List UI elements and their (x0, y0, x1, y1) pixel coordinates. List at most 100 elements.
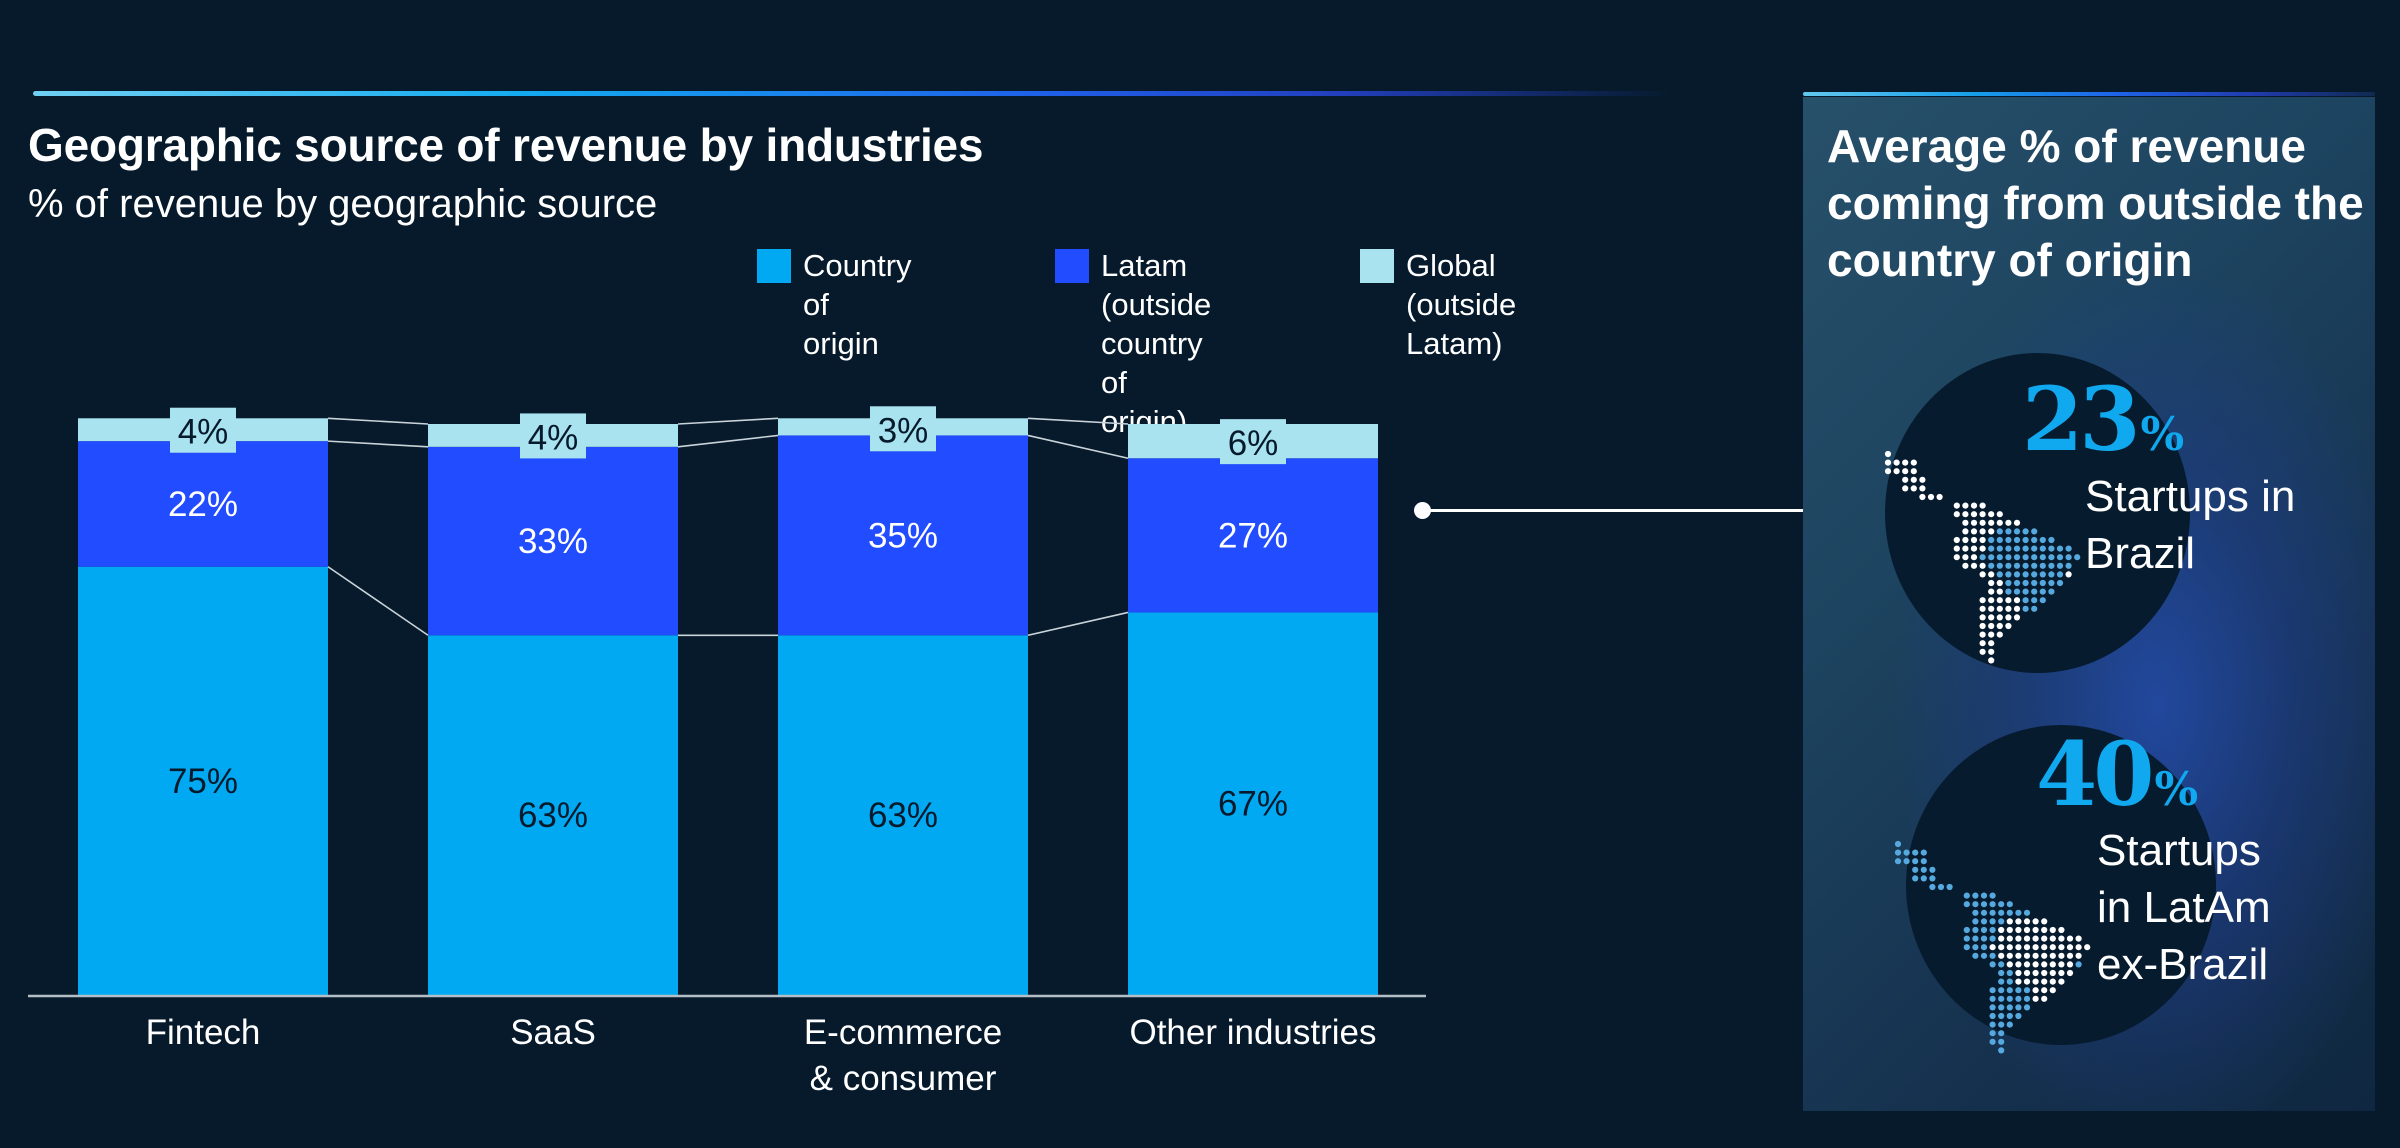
map-dot (1929, 883, 1936, 891)
map-dot (2005, 614, 2012, 621)
map-dot (2013, 545, 2021, 552)
map-dot (2015, 969, 2022, 977)
bar-segment-1 (1128, 458, 1378, 613)
map-dot (1919, 476, 1926, 483)
map-dot (1903, 858, 1910, 865)
map-dot (1937, 883, 1945, 891)
map-dot (1910, 468, 1917, 475)
map-dot (2049, 961, 2056, 968)
map-dot (1979, 536, 1986, 544)
map-dot (1979, 648, 1986, 655)
bar-connector-line (327, 566, 429, 636)
map-dot (2015, 987, 2022, 994)
map-dot (1912, 866, 1919, 873)
map-dot (2015, 1012, 2022, 1020)
map-dot (2005, 622, 2012, 630)
map-dot (1963, 892, 1970, 899)
map-dot (2005, 597, 2012, 604)
map-dot (1962, 545, 1969, 552)
map-dot (1998, 909, 2005, 916)
legend-swatch-global (1360, 249, 1394, 283)
map-dot (1996, 562, 2003, 569)
map-dot (2013, 597, 2021, 604)
map-dot (2084, 944, 2091, 951)
map-dot (2049, 926, 2056, 934)
map-dot (2022, 554, 2029, 561)
map-dot (2006, 935, 2013, 942)
map-dot (1912, 875, 1919, 882)
map-dot (1972, 935, 1979, 942)
map-dot (2058, 935, 2065, 942)
map-dot (2013, 579, 2021, 587)
map-dot (2023, 1004, 2031, 1011)
map-dot (1970, 554, 1978, 561)
map-dot (1884, 459, 1892, 466)
map-dot (2023, 952, 2031, 959)
map-dot (2005, 562, 2012, 569)
legend-label: Latam (outside country of origin) (1101, 248, 1212, 439)
map-dot (1946, 883, 1953, 891)
map-dot (1979, 502, 1986, 509)
map-dot (2015, 952, 2022, 959)
map-dot (1980, 918, 1988, 925)
map-dot (2049, 969, 2056, 977)
map-dot (2013, 614, 2021, 621)
map-dot (1894, 840, 1902, 848)
map-dot (1998, 926, 2005, 934)
legend-label: Global (outside Latam) (1406, 248, 1517, 361)
map-dot (2031, 571, 2038, 578)
map-dot (2006, 1004, 2013, 1011)
map-dot (1920, 875, 1927, 882)
legend-swatch-latam (1055, 249, 1089, 283)
map-dot (2023, 909, 2031, 916)
map-dot (2005, 519, 2012, 526)
map-dot (2048, 571, 2055, 578)
map-dot (2039, 545, 2046, 552)
map-dot (1989, 1004, 1996, 1011)
map-dot (2058, 961, 2065, 968)
stat-number: 40 (2036, 722, 2154, 826)
stat-value-latam-ex-brazil: 40% (2036, 730, 2198, 833)
map-dot (2039, 597, 2046, 604)
map-dot (2032, 952, 2039, 959)
map-dot (1996, 545, 2003, 552)
map-dot (1910, 476, 1917, 483)
map-dot (2015, 918, 2022, 925)
map-dot (1970, 511, 1978, 518)
map-dot (1989, 944, 1996, 951)
map-dot (2022, 579, 2029, 587)
map-dot (1893, 459, 1900, 466)
data-label: 75% (168, 762, 238, 801)
map-dot (1988, 511, 1995, 518)
stat-label-brazil: Startups in Brazil (2085, 472, 2296, 578)
map-dot (2022, 528, 2029, 535)
map-dot (1988, 631, 1995, 638)
map-dot (2031, 605, 2038, 612)
map-dot (2075, 944, 2082, 951)
map-dot (1902, 468, 1909, 475)
map-dot (2074, 554, 2081, 561)
map-dot (1979, 571, 1986, 578)
map-dot (1979, 640, 1986, 647)
bar-connector-line (327, 440, 429, 448)
data-label-box (170, 407, 236, 453)
map-dot (1998, 1012, 2005, 1020)
map-dot (1963, 944, 1970, 951)
map-dot (1979, 631, 1986, 638)
map-dot (1989, 995, 1996, 1002)
map-dot (1929, 866, 1936, 873)
map-dot (2006, 901, 2013, 908)
bar-segment-1 (78, 441, 328, 567)
map-dot (2005, 554, 2012, 561)
callout-connector-dot (1414, 502, 1431, 519)
map-dot (2005, 571, 2012, 578)
map-dot (2039, 562, 2046, 569)
stat-number: 23 (2022, 367, 2140, 471)
map-dot (1998, 978, 2005, 985)
map-dot (2015, 1004, 2022, 1011)
map-dot (1884, 450, 1892, 458)
bar-segment-1 (778, 435, 1028, 636)
map-dot (1962, 502, 1969, 509)
map-dot (2013, 536, 2021, 544)
map-dot (1980, 952, 1988, 959)
